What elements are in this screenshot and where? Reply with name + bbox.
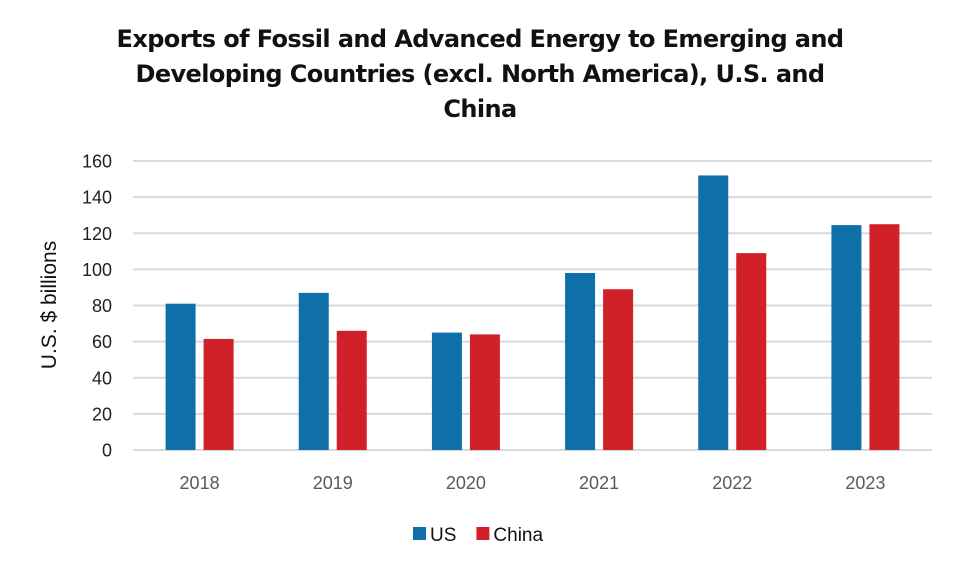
y-tick-label: 160 [82,152,112,172]
y-tick-label: 80 [92,296,112,316]
y-axis-ticks: 0 20 40 60 80 100 120 140 160 [82,152,112,461]
y-tick-label: 100 [82,260,112,280]
y-tick-label: 40 [92,368,112,388]
bar-us-2018 [165,303,196,450]
bar-us-2023 [831,225,862,450]
legend-swatch-china [476,527,490,540]
chart-title-line-3: China [443,95,517,123]
x-tick-label: 2018 [180,473,220,493]
x-tick-label: 2021 [579,473,619,493]
legend-label-china: China [493,525,543,546]
legend: US China [413,525,543,546]
bar-china-2018 [203,338,234,450]
y-tick-label: 60 [92,332,112,352]
bar-us-2022 [698,175,729,450]
bar-china-2019 [336,330,367,450]
bar-china-2020 [469,334,500,450]
bar-us-2021 [565,272,596,450]
bar-china-2021 [603,289,634,450]
chart-title: Exports of Fossil and Advanced Energy to… [100,22,860,127]
legend-swatch-us [413,527,426,540]
y-tick-label: 20 [92,404,112,424]
bar-china-2023 [869,224,900,450]
bar-china-2022 [736,253,767,450]
x-tick-label: 2020 [446,473,486,493]
x-tick-label: 2023 [845,473,885,493]
x-axis-ticks: 2018 2019 2020 2021 2022 2023 [180,473,886,493]
chart-title-line-1: Exports of Fossil and Advanced Energy to… [116,25,845,53]
y-tick-label: 140 [82,188,112,208]
chart-title-line-2: Developing Countries (excl. North Americ… [135,60,826,88]
y-tick-label: 0 [102,441,112,461]
bar-us-2020 [431,332,462,450]
bar-us-2019 [298,292,329,450]
x-tick-label: 2019 [313,473,353,493]
x-tick-label: 2022 [712,473,752,493]
bars [165,175,900,450]
gridlines [133,160,932,451]
legend-label-us: US [430,525,456,546]
y-tick-label: 120 [82,224,112,244]
y-axis-title: U.S. $ billions [38,241,61,369]
